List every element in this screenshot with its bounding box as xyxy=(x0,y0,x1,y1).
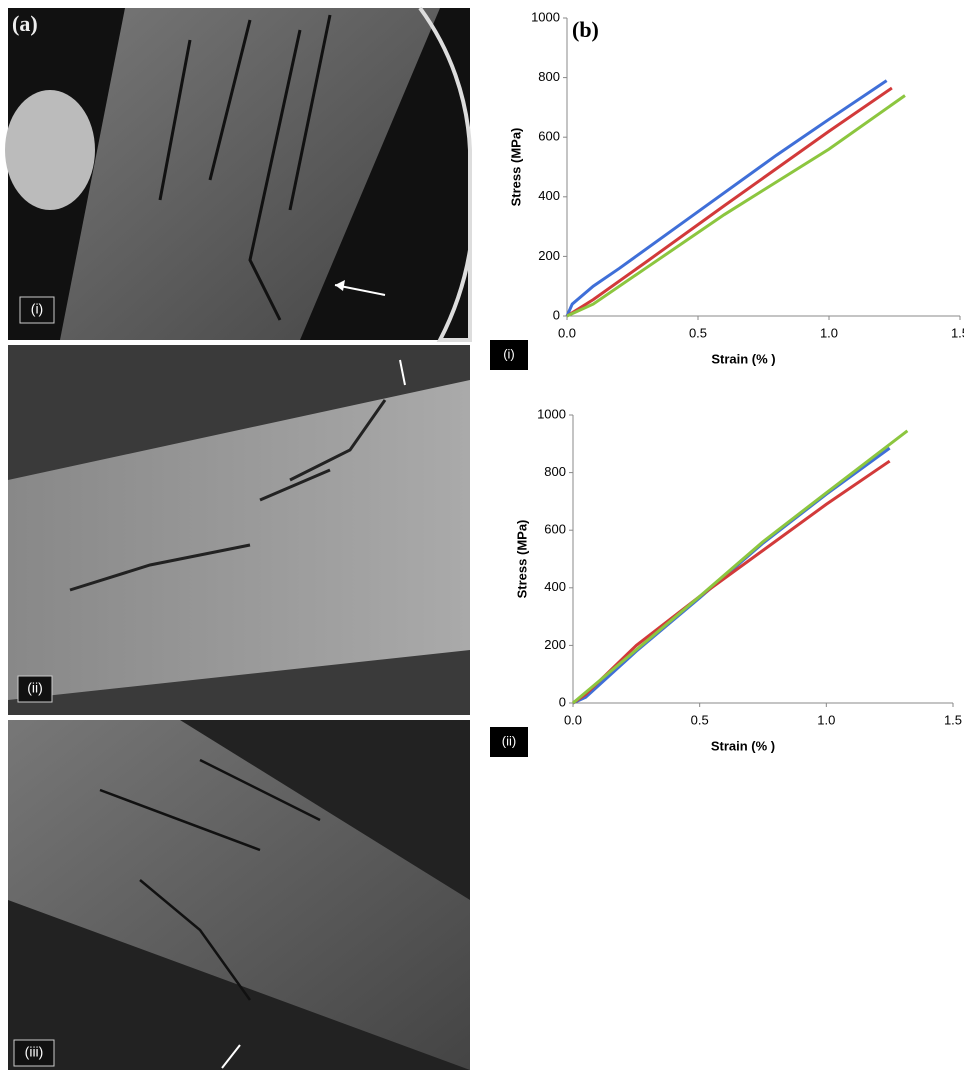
sem-image-1 xyxy=(5,6,472,342)
x-axis-label: Strain (% ) xyxy=(711,351,775,366)
panel-label-a: (a) xyxy=(12,11,38,36)
x-tick-label: 0.0 xyxy=(564,712,582,727)
y-tick-label: 1000 xyxy=(537,406,566,421)
x-axis-label: Strain (% ) xyxy=(711,738,775,753)
y-tick-label: 800 xyxy=(544,464,566,479)
sem-image-3 xyxy=(8,720,470,1070)
x-tick-label: 1.0 xyxy=(817,712,835,727)
series-line xyxy=(566,94,906,318)
image-label: (i) xyxy=(31,301,43,317)
image-label: (ii) xyxy=(27,680,43,696)
x-tick-label: 0.0 xyxy=(558,325,576,340)
image-tag: (iii) xyxy=(13,1039,55,1067)
x-tick-label: 1.5 xyxy=(944,712,962,727)
image-tag: (ii) xyxy=(17,675,53,703)
panel-tag xyxy=(490,727,528,757)
y-tick-label: 0 xyxy=(559,694,566,709)
y-tick-label: 800 xyxy=(538,69,560,84)
y-tick-label: 600 xyxy=(544,522,566,537)
y-tick-label: 400 xyxy=(538,188,560,203)
panel-tag-label: (ii) xyxy=(502,733,516,748)
y-tick-label: 600 xyxy=(538,129,560,144)
x-tick-label: 0.5 xyxy=(689,325,707,340)
series-line xyxy=(572,429,909,705)
x-tick-label: 0.5 xyxy=(691,712,709,727)
y-axis-label: Stress (MPa) xyxy=(508,128,523,207)
y-tick-label: 1000 xyxy=(531,9,560,24)
y-tick-label: 0 xyxy=(553,307,560,322)
y-axis-label: Stress (MPa) xyxy=(514,520,529,599)
image-tag: (i) xyxy=(19,296,55,324)
image-label: (iii) xyxy=(25,1044,44,1060)
panel-tag xyxy=(490,340,528,370)
sem-image-2 xyxy=(8,345,470,715)
y-tick-label: 400 xyxy=(544,579,566,594)
y-tick-label: 200 xyxy=(538,248,560,263)
y-tick-label: 200 xyxy=(544,637,566,652)
x-tick-label: 1.0 xyxy=(820,325,838,340)
series-line xyxy=(566,86,893,318)
panel-label-b: (b) xyxy=(572,17,599,42)
panel-tag-label: (i) xyxy=(503,346,515,361)
series-line xyxy=(565,79,888,317)
x-tick-label: 1.5 xyxy=(951,325,964,340)
